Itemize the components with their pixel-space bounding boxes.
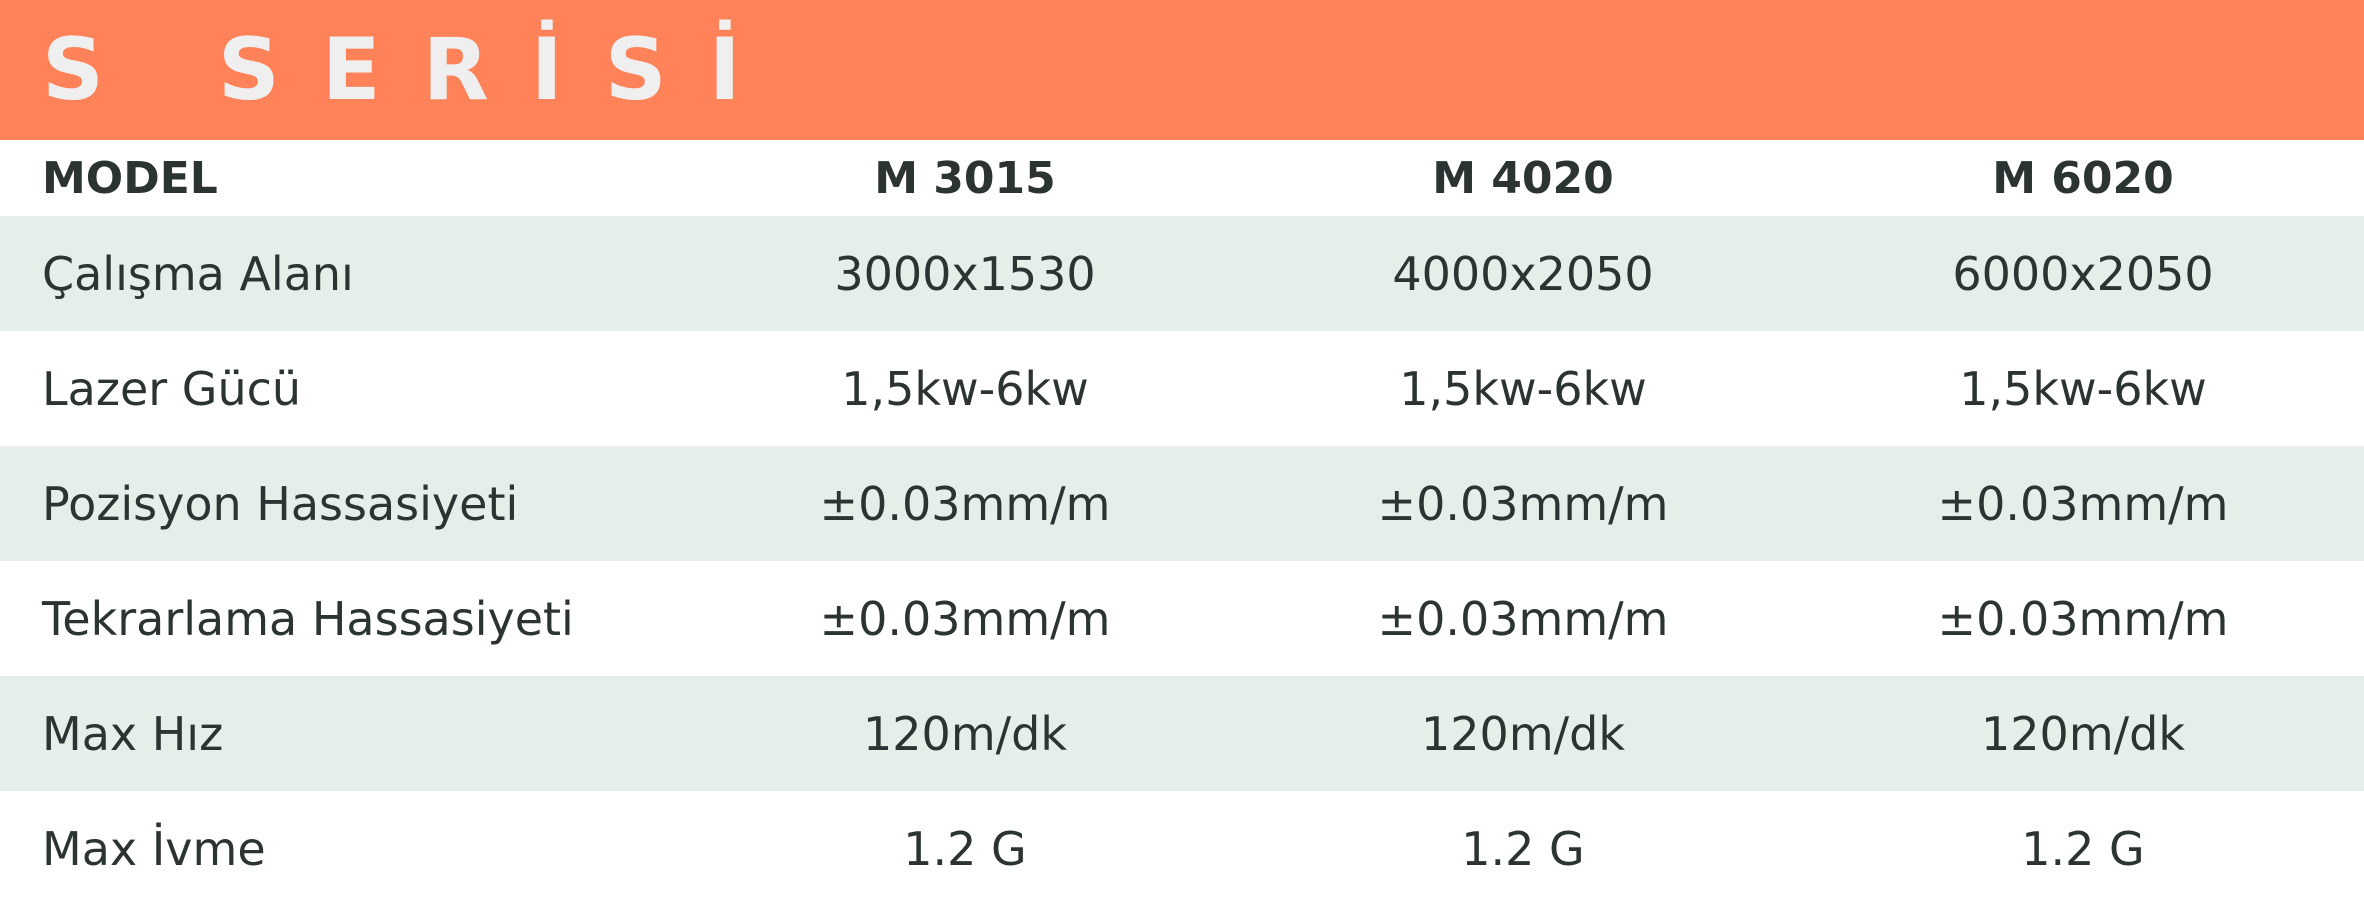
cell-value: 1.2 G (1461, 821, 1585, 876)
cell-value: ±0.03mm/m (1937, 591, 2229, 646)
table-row: Çalışma Alanı 3000x1530 4000x2050 6000x2050 (0, 216, 2364, 331)
cell-value: 1,5kw-6kw (1959, 361, 2207, 416)
table-row: Max İvme 1.2 G 1.2 G 1.2 G (0, 791, 2364, 906)
cell-value: ±0.03mm/m (819, 476, 1111, 531)
cell-value: 120m/dk (1421, 706, 1625, 761)
cell-value: M 6020 (1992, 152, 2174, 204)
cell-value: 3000x1530 (834, 246, 1096, 301)
row-label: Çalışma Alanı (42, 246, 354, 301)
table-row: Lazer Gücü 1,5kw-6kw 1,5kw-6kw 1,5kw-6kw (0, 331, 2364, 446)
cell-value: ±0.03mm/m (1377, 591, 1669, 646)
title: S SERİSİ (42, 20, 783, 120)
header-banner: S SERİSİ (0, 0, 2364, 140)
cell-value: 120m/dk (1981, 706, 2185, 761)
header-row: MODEL M 3015 M 4020 M 6020 (0, 140, 2364, 216)
cell-value: ±0.03mm/m (819, 591, 1111, 646)
cell-value: ±0.03mm/m (1377, 476, 1669, 531)
row-label: Max İvme (42, 821, 266, 876)
cell-value: 1.2 G (903, 821, 1027, 876)
cell-value: 1,5kw-6kw (841, 361, 1089, 416)
cell-value: ±0.03mm/m (1937, 476, 2229, 531)
row-label: Tekrarlama Hassasiyeti (42, 591, 574, 646)
cell-value: M 3015 (874, 152, 1056, 204)
row-label: Pozisyon Hassasiyeti (42, 476, 519, 531)
cell-value: 1.2 G (2021, 821, 2145, 876)
cell-value: 120m/dk (863, 706, 1067, 761)
cell-value: 1,5kw-6kw (1399, 361, 1647, 416)
row-label: Max Hız (42, 706, 224, 761)
cell-value: M 4020 (1432, 152, 1614, 204)
row-label: Lazer Gücü (42, 361, 302, 416)
cell-value: 4000x2050 (1392, 246, 1654, 301)
cell-value: 6000x2050 (1952, 246, 2214, 301)
table-row: Max Hız 120m/dk 120m/dk 120m/dk (0, 676, 2364, 791)
table-row: Pozisyon Hassasiyeti ±0.03mm/m ±0.03mm/m ±0… (0, 446, 2364, 561)
table-row: Tekrarlama Hassasiyeti ±0.03mm/m ±0.03mm/m… (0, 561, 2364, 676)
row-label: MODEL (42, 152, 218, 204)
